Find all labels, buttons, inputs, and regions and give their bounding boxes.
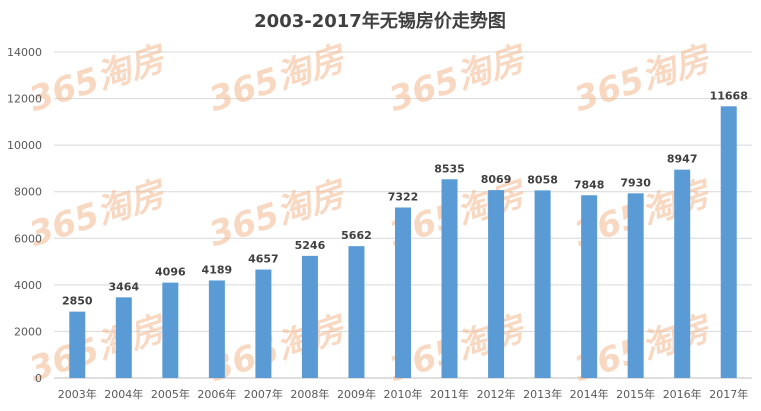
- bar: [627, 193, 644, 378]
- data-label: 11668: [710, 89, 748, 102]
- x-tick-label: 2014年: [570, 387, 609, 401]
- data-label: 5662: [341, 229, 372, 242]
- x-tick-label: 2016年: [663, 387, 702, 401]
- y-axis-ticks: 0 2000 4000 6000 8000 10000 12000 14000: [7, 46, 42, 385]
- x-tick-label: 2011年: [430, 387, 469, 401]
- bar: [255, 269, 272, 378]
- x-tick-label: 2004年: [104, 387, 143, 401]
- data-label: 5246: [295, 239, 326, 252]
- watermark-logo: 365淘房: [204, 38, 352, 120]
- watermark-logo: 365淘房: [569, 38, 717, 120]
- data-label: 4096: [155, 266, 186, 279]
- y-tick-label: 4000: [14, 279, 42, 292]
- x-tick-label: 2005年: [151, 387, 190, 401]
- y-tick-label: 8000: [14, 186, 42, 199]
- data-label: 8947: [667, 153, 698, 166]
- y-tick-label: 14000: [7, 46, 42, 59]
- watermark-logo: 365淘房: [24, 38, 172, 120]
- data-label: 7322: [388, 191, 419, 204]
- x-tick-label: 2008年: [290, 387, 329, 401]
- x-tick-label: 2007年: [244, 387, 283, 401]
- data-label: 7848: [574, 178, 605, 191]
- bar: [115, 297, 132, 378]
- chart-title: 2003-2017年无锡房价走势图: [254, 10, 506, 32]
- x-tick-label: 2015年: [616, 387, 655, 401]
- data-label: 4657: [248, 253, 279, 266]
- bar: [208, 280, 225, 378]
- watermark-logo: 365淘房: [384, 38, 532, 120]
- data-label: 7930: [620, 176, 651, 189]
- bar: [534, 190, 551, 378]
- bar: [581, 195, 598, 378]
- bar: [162, 282, 179, 378]
- bar: [674, 169, 691, 378]
- x-axis-ticks: 2003年 2004年 2005年 2006年 2007年 2008年 2009年 2010年…: [58, 387, 748, 401]
- data-label: 3464: [108, 280, 139, 293]
- y-tick-label: 6000: [14, 232, 42, 245]
- y-tick-label: 12000: [7, 93, 42, 106]
- x-tick-label: 2017年: [709, 387, 748, 401]
- y-tick-label: 10000: [7, 139, 42, 152]
- data-labels: 2850 3464 4096 4189 4657 5246 5662 7322 8535 8069…: [62, 89, 748, 307]
- bar: [488, 190, 505, 378]
- bar: [69, 311, 86, 378]
- watermark-logo: 365淘房: [24, 173, 172, 255]
- x-tick-label: 2012年: [477, 387, 516, 401]
- data-label: 8535: [434, 162, 465, 175]
- data-label: 4189: [202, 263, 233, 276]
- y-tick-label: 0: [35, 372, 42, 385]
- x-tick-label: 2006年: [197, 387, 236, 401]
- x-tick-label: 2013年: [523, 387, 562, 401]
- x-tick-label: 2010年: [384, 387, 423, 401]
- bars: [69, 106, 737, 379]
- bar: [301, 255, 318, 378]
- bar: [348, 246, 365, 378]
- data-label: 2850: [62, 295, 93, 308]
- data-label: 8069: [481, 173, 512, 186]
- watermark-logo: 365淘房: [204, 173, 352, 255]
- bar: [441, 179, 458, 378]
- x-tick-label: 2003年: [58, 387, 97, 401]
- data-label: 8058: [527, 173, 558, 186]
- bar: [720, 106, 737, 379]
- bar: [395, 207, 411, 378]
- x-tick-label: 2009年: [337, 387, 376, 401]
- y-tick-label: 2000: [14, 325, 42, 338]
